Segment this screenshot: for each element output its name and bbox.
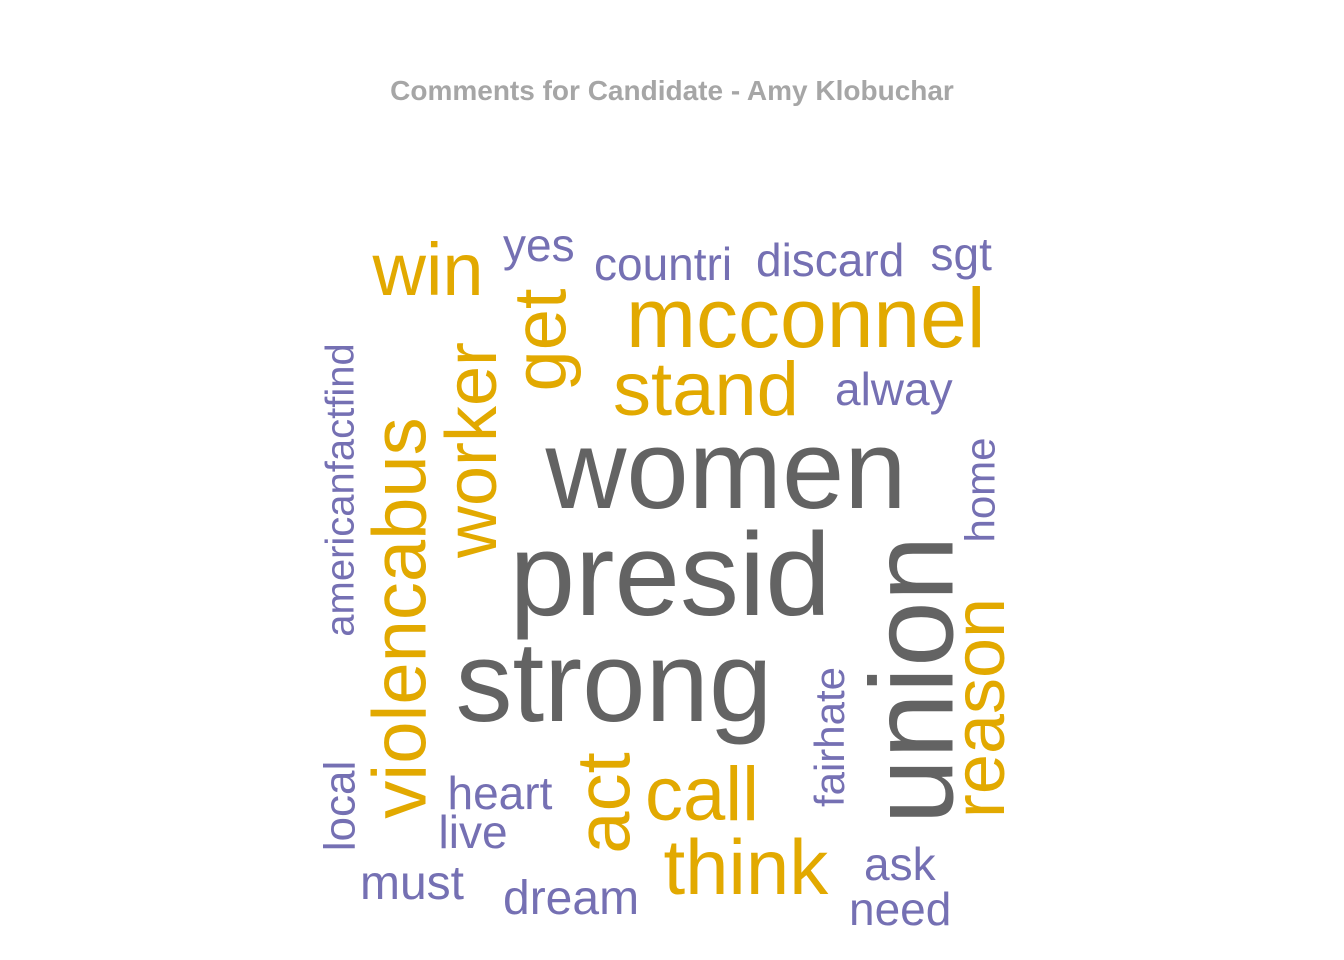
word-alway: alway [835, 363, 953, 415]
word-ask: ask [864, 838, 936, 890]
word-heart: heart [447, 767, 553, 819]
word-think: think [663, 823, 829, 911]
word-reason: reason [940, 597, 1021, 819]
word-strong: strong [455, 619, 773, 746]
word-call: call [645, 752, 760, 837]
word-must: must [360, 857, 465, 910]
word-get: get [497, 288, 581, 392]
word-discard: discard [756, 234, 905, 286]
word-local: local [314, 760, 364, 852]
word-act: act [561, 752, 647, 854]
word-dream: dream [503, 872, 640, 925]
word-need: need [849, 883, 952, 935]
word-sgt: sgt [930, 228, 992, 280]
word-stand: stand [613, 347, 799, 432]
word-worker: worker [432, 341, 513, 559]
word-home: home [956, 437, 1004, 543]
word-fairhate: fairhate [806, 666, 854, 808]
word-presid: presid [509, 509, 831, 641]
word-yes: yes [503, 219, 575, 271]
word-countri: countri [594, 238, 733, 290]
word-mcconnel: mcconnel [626, 271, 986, 365]
word-win: win [372, 228, 484, 311]
word-live: live [438, 806, 508, 858]
word-women: women [545, 407, 907, 532]
word-violencabus: violencabus [357, 417, 443, 819]
word-americanfactfind: americanfactfind [318, 343, 363, 637]
chart-title: Comments for Candidate - Amy Klobuchar [390, 75, 954, 106]
